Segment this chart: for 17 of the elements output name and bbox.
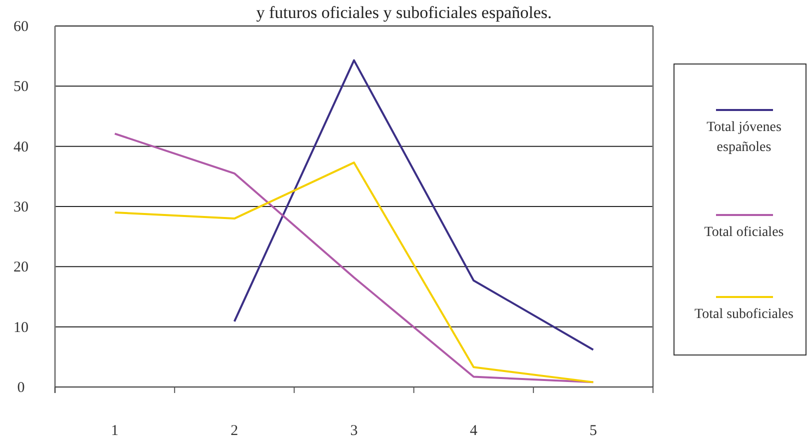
y-tick-label: 30 (14, 200, 28, 216)
legend-label: Total jóvenes españoles (706, 120, 782, 155)
x-tick-label: 5 (589, 423, 597, 439)
x-tick-label: 1 (111, 423, 119, 439)
x-tick-label: 3 (350, 423, 358, 439)
legend-label: Total suboficiales (694, 307, 794, 322)
y-tick-label: 20 (14, 260, 28, 276)
x-tick-label: 2 (230, 423, 238, 439)
y-tick-label: 50 (14, 79, 28, 96)
y-tick-label: 10 (14, 320, 28, 336)
y-tick-label: 60 (14, 19, 28, 35)
y-tick-label: 40 (14, 139, 28, 156)
line-series (233, 59, 594, 351)
legend-label: Total oficiales (704, 225, 784, 240)
y-tick-label: 0 (17, 380, 25, 396)
x-tick-label: 4 (470, 423, 478, 439)
chart-title: y futuros oficiales y suboficiales españoles. (256, 3, 552, 22)
